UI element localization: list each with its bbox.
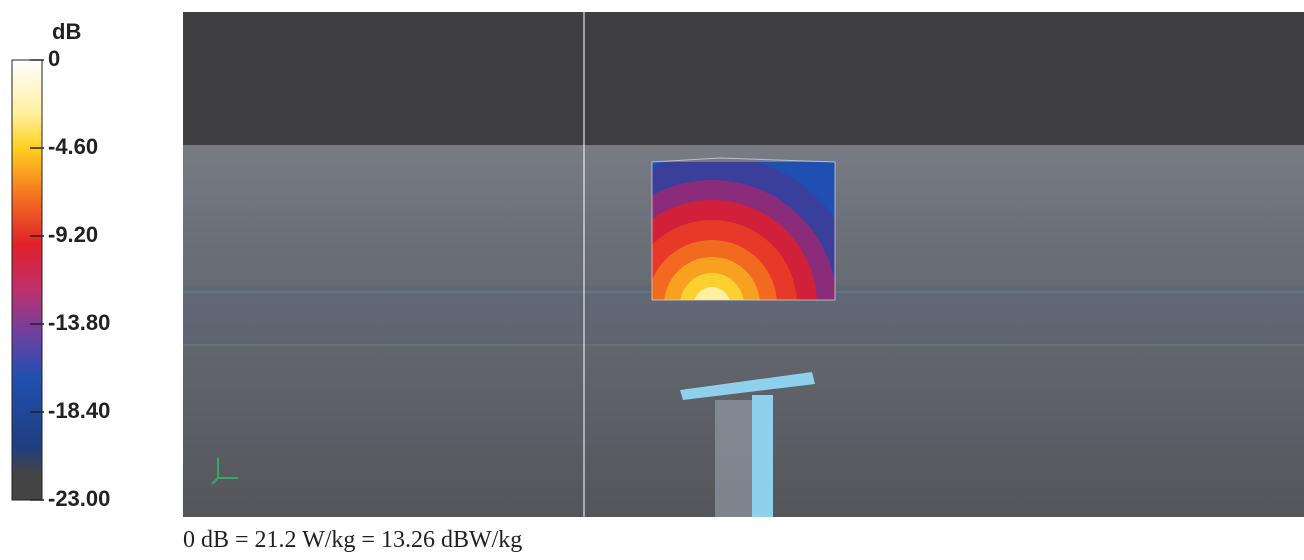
phone-holder-shadow [715,400,752,517]
sar-cube [652,162,835,300]
cube-edge [651,157,836,301]
colorbar-tick-label: -18.40 [48,398,110,423]
colorbar-tick-label: -4.60 [48,134,98,159]
caption: 0 dB = 21.2 W/kg = 13.26 dBW/kg [183,527,522,553]
3d-view-top [183,12,1304,145]
colorbar-tick-label: -9.20 [48,222,98,247]
colorbar [11,59,43,501]
colorbar-tick-label: -23.00 [48,486,110,511]
colorbar-tick-label: -13.80 [48,310,110,335]
colorbar-tick-label: 0 [48,46,60,71]
phone-holder-post [752,395,773,517]
colorbar-unit: dB [52,19,81,44]
axis-triad [211,458,238,485]
phone-holder-arm [680,372,815,400]
